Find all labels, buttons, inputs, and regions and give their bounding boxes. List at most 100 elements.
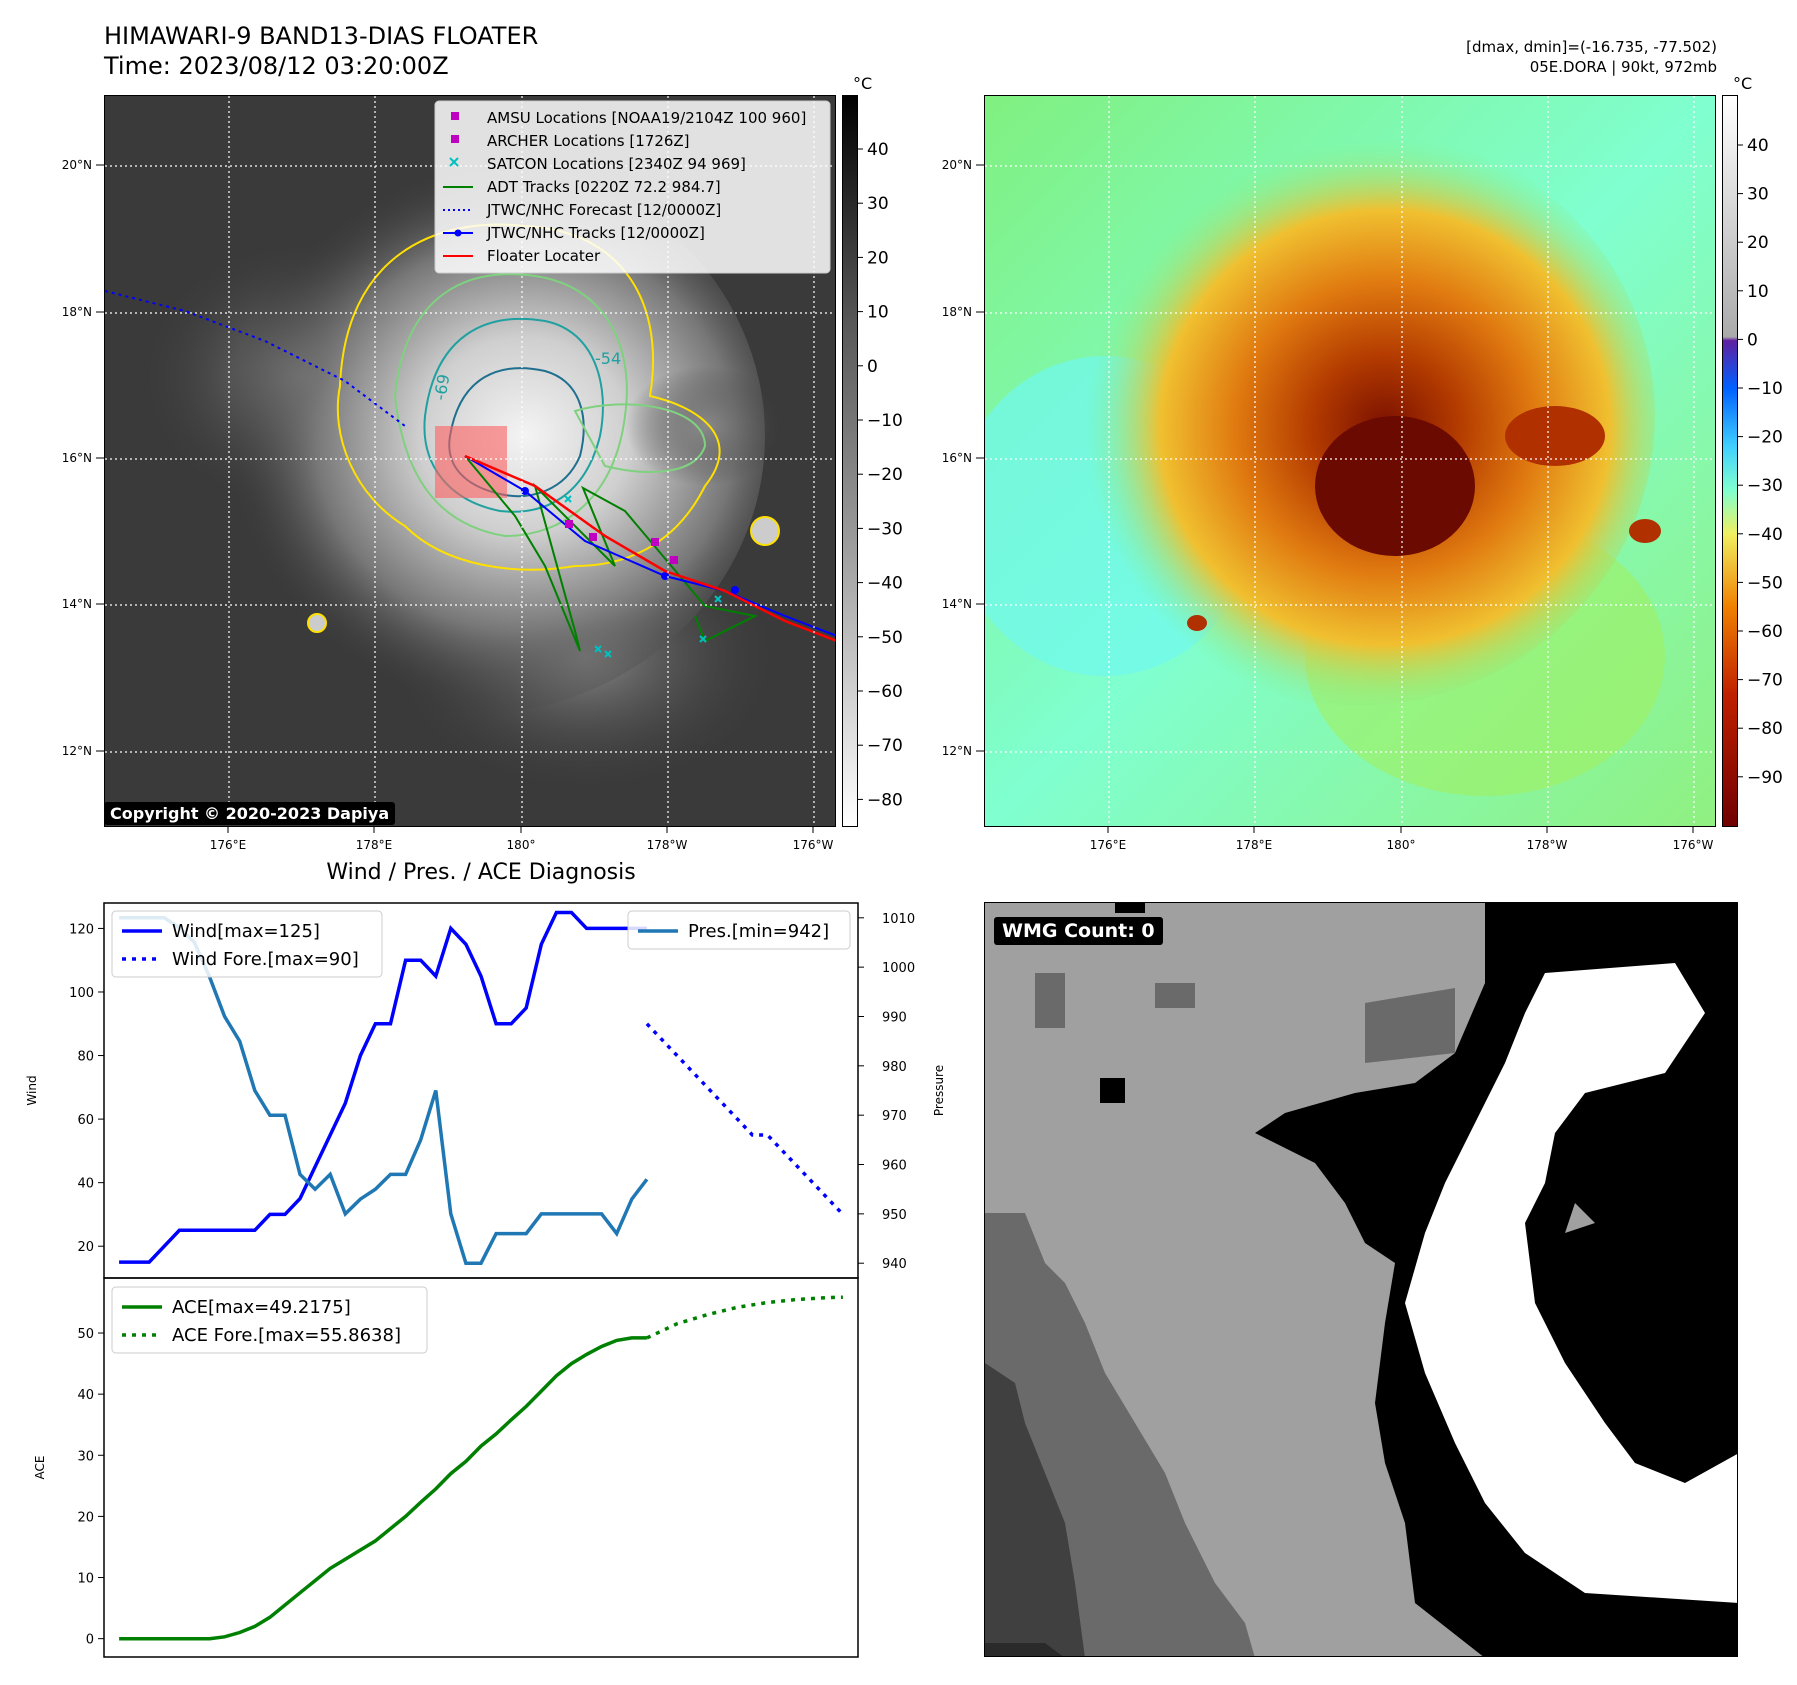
- chart-legend-label: Wind Fore.[max=90]: [172, 949, 359, 970]
- storm-info-label: 05E.DORA | 90kt, 972mb: [1529, 58, 1717, 76]
- chart-legend-label: ACE[max=49.2175]: [172, 1297, 351, 1318]
- copyright-badge: Copyright © 2020-2023 Dapiya: [104, 802, 396, 825]
- ace-axes: [103, 1277, 859, 1658]
- wind-tick-label: 80: [77, 1050, 94, 1065]
- wind-tick-label: 100: [69, 986, 94, 1001]
- lat-tick-label: 12°N: [942, 744, 972, 758]
- legend-label: SATCON Locations [2340Z 94 969]: [487, 155, 746, 173]
- map-legend: AMSU Locations [NOAA19/2104Z 100 960] ARC…: [434, 100, 831, 274]
- lon-tick-label: 180°: [1387, 838, 1416, 852]
- lon-tick-label: 178°E: [356, 838, 393, 852]
- lat-tick-labels-left: 20°N 18°N 16°N 14°N 12°N: [62, 158, 104, 758]
- ace-tick-label: 0: [86, 1633, 94, 1648]
- pressure-tick-label: 1010: [882, 912, 915, 927]
- pressure-tick-label: 980: [882, 1060, 907, 1075]
- colorbar-tick-label: −60: [867, 682, 903, 702]
- lat-tick-label: 18°N: [942, 305, 972, 319]
- lat-tick-label: 16°N: [942, 451, 972, 465]
- contour-label-54: -54: [595, 349, 621, 368]
- chart-legend: ACE[max=49.2175] ACE Fore.[max=55.8638]: [111, 1286, 428, 1354]
- colorbar-tick-label: −20: [867, 465, 903, 485]
- jtwc-forecast-track: [105, 290, 406, 427]
- legend-label: JTWC/NHC Forecast [12/0000Z]: [486, 201, 721, 219]
- colorbar-tick-label: −70: [867, 736, 903, 756]
- color-colorbar-ticks: 40 30 20 10 0 −10 −20 −30 −40 −50 −60 −70 −80 −90: [1738, 136, 1783, 788]
- grayscale-colorbar-ticks: 40 30 20 10 0 −10 −20 −30 −40 −50 −60 −70 −80: [858, 140, 903, 810]
- ace-tick-label: 20: [77, 1510, 94, 1525]
- colorbar-tick-label: −40: [1747, 525, 1783, 545]
- chart-legend: Wind[max=125] Wind Fore.[max=90]: [111, 910, 383, 978]
- grayscale-ir-map: -54 -69: [104, 95, 836, 827]
- adt-tracks: [464, 455, 759, 652]
- legend-label: AMSU Locations [NOAA19/2104Z 100 960]: [487, 109, 806, 127]
- colorbar-tick-label: 0: [1747, 330, 1758, 350]
- colorbar-tick-label: −70: [1747, 671, 1783, 691]
- chart-title-line2: Time: 2023/08/12 03:20:00Z: [104, 52, 449, 80]
- pressure-tick-label: 940: [882, 1257, 907, 1272]
- legend-label: ADT Tracks [0220Z 72.2 984.7]: [487, 178, 721, 196]
- lon-tick-labels-right: 176°E 178°E 180° 178°W 176°W: [1090, 827, 1714, 852]
- wind-tick-label: 20: [77, 1240, 94, 1255]
- colorbar-tick-label: 40: [1747, 136, 1769, 156]
- legend-item: JTWC/NHC Tracks [12/0000Z]: [443, 224, 705, 242]
- pressure-tick-label: 1000: [882, 961, 915, 976]
- chart-legend-label: Pres.[min=942]: [688, 921, 829, 942]
- legend-item: Floater Locater: [443, 247, 601, 265]
- lat-tick-label: 14°N: [942, 597, 972, 611]
- pressure-series-line: [119, 916, 649, 1265]
- wind-forecast-series-line: [645, 1022, 845, 1216]
- colorbar-tick-label: −50: [867, 628, 903, 648]
- legend-item: AMSU Locations [NOAA19/2104Z 100 960]: [451, 109, 806, 127]
- archer-marker: [670, 556, 678, 564]
- colorbar-tick-label: −10: [1747, 379, 1783, 399]
- chart-legend: Pres.[min=942]: [627, 910, 851, 950]
- lat-tick-label: 14°N: [62, 597, 92, 611]
- colorbar-tick-label: 30: [867, 194, 889, 214]
- floater-locater-track: [464, 454, 835, 642]
- amsu-marker: [565, 520, 573, 528]
- colorbar-tick-label: −80: [1747, 719, 1783, 739]
- wind-tick-label: 60: [77, 1113, 94, 1128]
- wind-tick-label: 40: [77, 1177, 94, 1192]
- lon-tick-label: 178°W: [647, 838, 688, 852]
- lon-tick-label: 176°E: [210, 838, 247, 852]
- legend-item: SATCON Locations [2340Z 94 969]: [449, 155, 746, 173]
- lon-tick-label: 180°: [507, 838, 536, 852]
- colorbar-tick-label: 0: [867, 357, 878, 377]
- lat-tick-label: 16°N: [62, 451, 92, 465]
- lon-tick-label: 178°E: [1236, 838, 1273, 852]
- chart-title-line1: HIMAWARI-9 BAND13-DIAS FLOATER: [104, 22, 539, 50]
- ace-axis-label: ACE: [33, 1456, 47, 1480]
- wmg-count-badge: WMG Count: 0: [994, 917, 1163, 945]
- ace-tick-label: 50: [77, 1327, 94, 1342]
- grayscale-ir-svg: -54 -69: [105, 96, 835, 826]
- legend-item: JTWC/NHC Forecast [12/0000Z]: [443, 201, 721, 219]
- colorbar-tick-label: −20: [1747, 428, 1783, 448]
- wmg-svg: [985, 903, 1737, 1656]
- colorbar-tick-label: 10: [867, 303, 889, 323]
- ace-tick-label: 40: [77, 1388, 94, 1403]
- colorbar-tick-label: −30: [1747, 476, 1783, 496]
- grayscale-colorbar: [842, 95, 858, 827]
- pressure-tick-label: 990: [882, 1010, 907, 1025]
- colorbar-unit-gray: °C: [853, 74, 873, 93]
- colorbar-tick-label: −30: [867, 519, 903, 539]
- colorbar-tick-label: 40: [867, 140, 889, 160]
- colorbar-tick-label: −60: [1747, 622, 1783, 642]
- colorbar-tick-label: −50: [1747, 573, 1783, 593]
- wind-axis-label: Wind: [25, 1075, 39, 1105]
- colorbar-unit-color: °C: [1733, 74, 1753, 93]
- colorbar-tick-label: −40: [867, 574, 903, 594]
- wind-series-line: [119, 910, 647, 1264]
- contour-label-69: -69: [430, 373, 453, 402]
- pressure-tick-label: 960: [882, 1159, 907, 1174]
- legend-item: ARCHER Locations [1726Z]: [451, 132, 690, 150]
- amsu-marker: [589, 533, 597, 541]
- lat-tick-labels-right: 20°N 18°N 16°N 14°N 12°N: [942, 158, 984, 758]
- ace-tick-label: 10: [77, 1572, 94, 1587]
- lon-tick-label: 178°W: [1527, 838, 1568, 852]
- dmax-dmin-label: [dmax, dmin]=(-16.735, -77.502): [1466, 38, 1717, 56]
- lat-tick-label: 12°N: [62, 744, 92, 758]
- pressure-tick-label: 950: [882, 1208, 907, 1223]
- satcon-markers: [564, 495, 722, 658]
